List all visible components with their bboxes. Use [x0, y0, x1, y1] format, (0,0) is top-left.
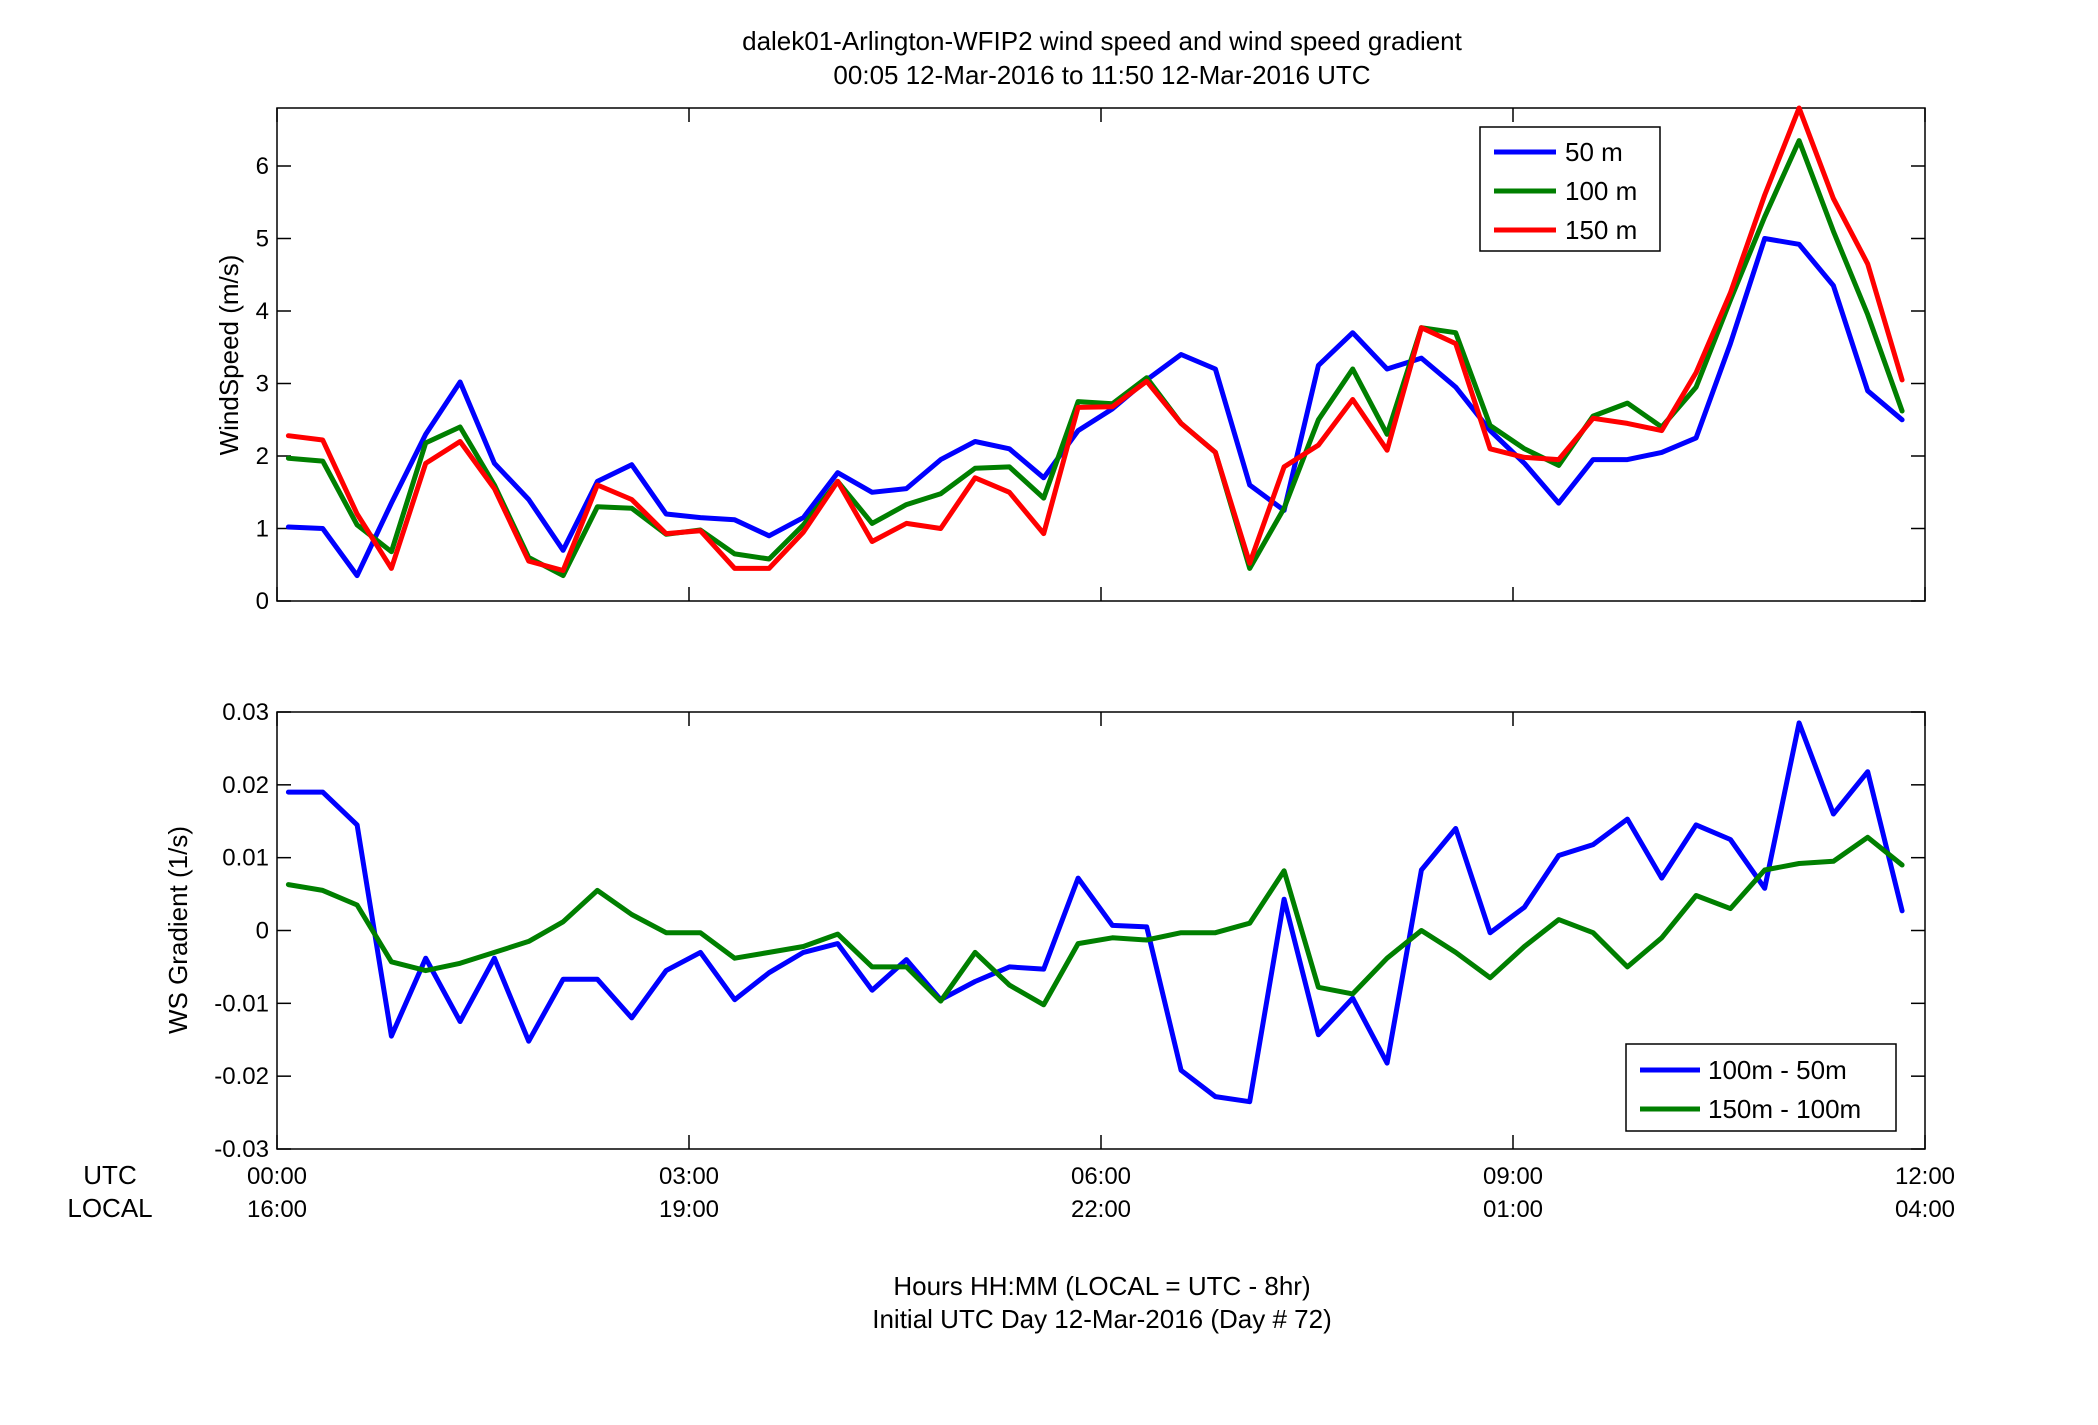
x-tick-labels: 00:00 16:00 03:00 19:00 06:00 22:00 09:00 01:00… [247, 1163, 1955, 1223]
gradient-ytick-label: -0.03 [214, 1136, 269, 1163]
gradient-legend-box [1625, 1043, 1897, 1132]
gradient-legend: 100m - 50m 150m - 100m [1625, 1043, 1897, 1132]
gradient-series [285, 720, 1905, 1105]
xtick-label-utc: 12:00 [1895, 1163, 1955, 1190]
gradient-ytick-label: 0 [256, 918, 269, 945]
xrow-label-utc: UTC [83, 1160, 136, 1190]
windspeed-panel: WindSpeed (m/s) 0 1 2 3 4 5 6 50 m 100 m 150 m [214, 105, 1926, 615]
xtick-label-local: 16:00 [247, 1196, 307, 1223]
xtick-label-utc: 00:00 [247, 1163, 307, 1190]
gradient-ytick-label: 0.02 [222, 772, 269, 799]
chart-title-line2: 00:05 12-Mar-2016 to 11:50 12-Mar-2016 U… [833, 60, 1370, 90]
windspeed-ytick-label: 3 [256, 371, 269, 398]
windspeed-ytick-label: 6 [256, 153, 269, 180]
gradient-ytick-label: 0.03 [222, 699, 269, 726]
xlabel-line2: Initial UTC Day 12-Mar-2016 (Day # 72) [872, 1304, 1332, 1334]
xlabel-line1: Hours HH:MM (LOCAL = UTC - 8hr) [893, 1271, 1310, 1301]
windspeed-ytick-label: 2 [256, 443, 269, 470]
gradient-series-line-1 [285, 834, 1905, 1008]
gradient-ytick-label: -0.01 [214, 990, 269, 1017]
xtick-label-local: 01:00 [1483, 1196, 1543, 1223]
windspeed-ytick-label: 4 [256, 298, 269, 325]
gradient-ticks: -0.03 -0.02 -0.01 0 0.01 0.02 0.03 [214, 699, 1926, 1163]
xtick-label-local: 22:00 [1071, 1196, 1131, 1223]
gradient-ylabel: WS Gradient (1/s) [163, 826, 193, 1034]
gradient-panel: WS Gradient (1/s) -0.03 -0.02 -0.01 0 0.01 0.… [163, 699, 1926, 1163]
xtick-label-local: 04:00 [1895, 1196, 1955, 1223]
legend-label-150m: 150 m [1565, 215, 1637, 245]
gradient-ytick-label: 0.01 [222, 845, 269, 872]
windspeed-series-line-2 [285, 105, 1905, 573]
windspeed-ylabel: WindSpeed (m/s) [214, 255, 244, 456]
windspeed-ytick-label: 0 [256, 588, 269, 615]
windspeed-axes-frame [276, 107, 1926, 602]
chart-title-line1: dalek01-Arlington-WFIP2 wind speed and w… [742, 26, 1463, 56]
windspeed-ytick-label: 1 [256, 516, 269, 543]
legend-label-100m: 100 m [1565, 176, 1637, 206]
legend-label-50m: 50 m [1565, 137, 1623, 167]
gradient-series-line-0 [285, 720, 1905, 1105]
gradient-ytick-label: -0.02 [214, 1063, 269, 1090]
xtick-label-utc: 06:00 [1071, 1163, 1131, 1190]
windspeed-series-line-0 [285, 236, 1905, 579]
windspeed-ytick-label: 5 [256, 226, 269, 253]
windspeed-series-line-1 [285, 138, 1905, 579]
xtick-label-utc: 09:00 [1483, 1163, 1543, 1190]
windspeed-series [285, 105, 1905, 579]
legend-label-150m-100m: 150m - 100m [1708, 1094, 1861, 1124]
legend-label-100m-50m: 100m - 50m [1708, 1055, 1847, 1085]
xtick-label-utc: 03:00 [659, 1163, 719, 1190]
windspeed-ticks: 0 1 2 3 4 5 6 [256, 108, 1926, 615]
xtick-label-local: 19:00 [659, 1196, 719, 1223]
windspeed-legend: 50 m 100 m 150 m [1479, 126, 1661, 252]
xrow-label-local: LOCAL [67, 1193, 152, 1223]
